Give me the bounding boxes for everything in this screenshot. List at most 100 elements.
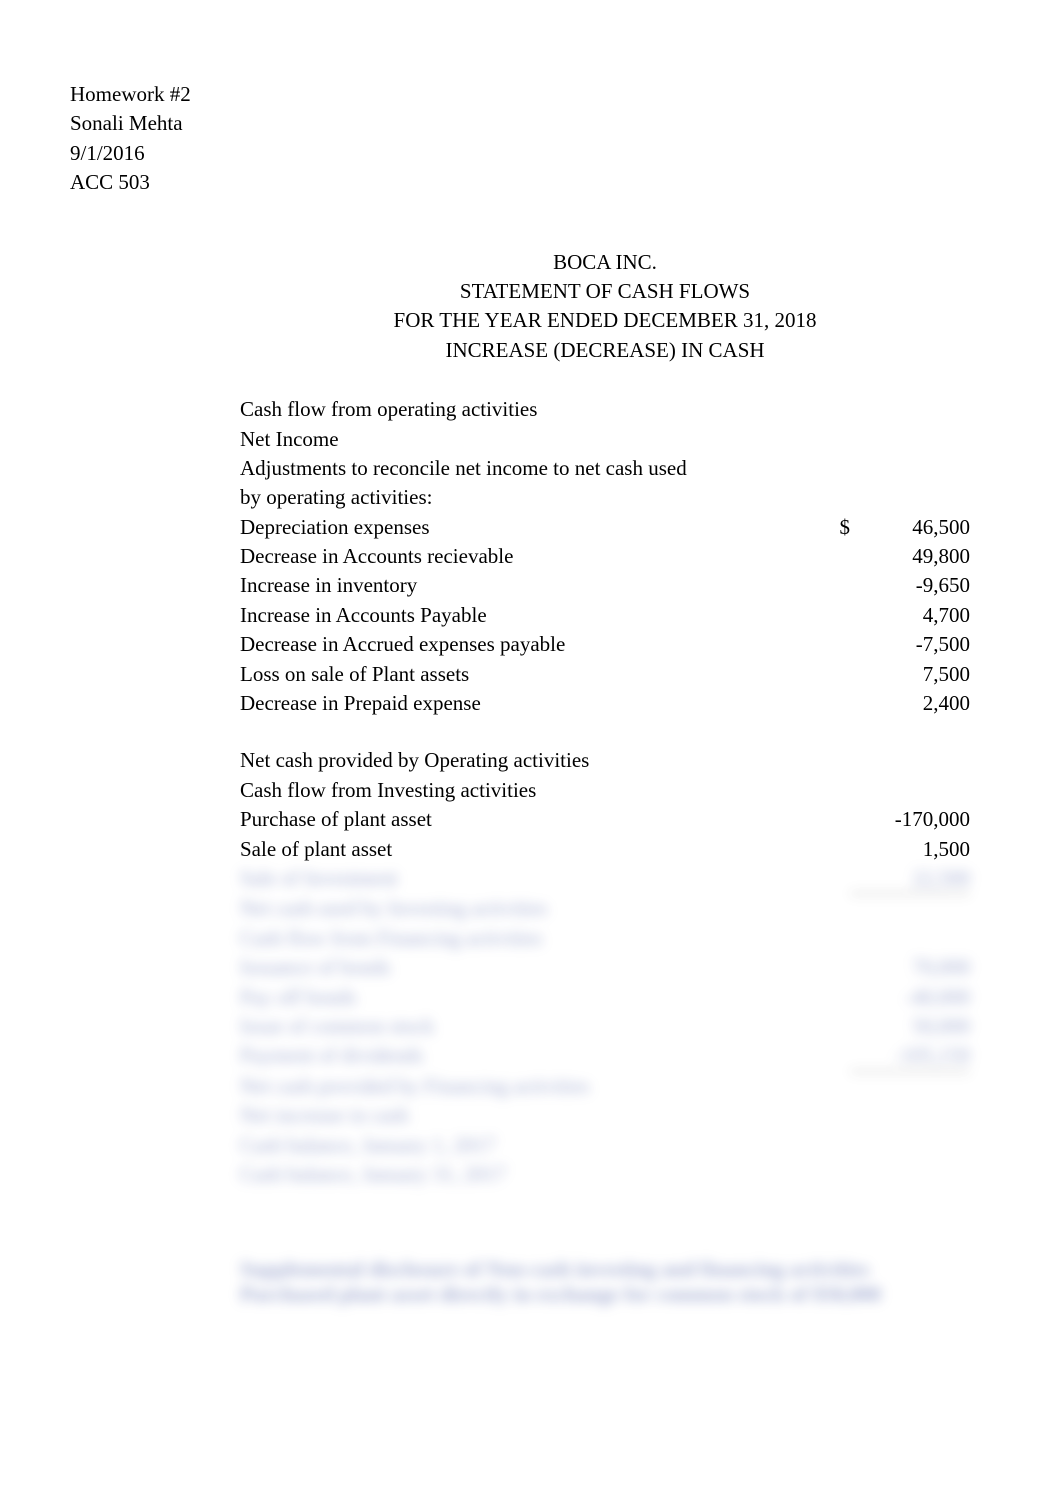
line-item: Cash flow from operating activities <box>240 395 970 424</box>
currency-symbol <box>800 425 850 454</box>
line-item: by operating activities: <box>240 483 970 512</box>
line-amount: 2,400 <box>850 689 970 718</box>
line-label: Cash flow from Investing activities <box>240 776 800 805</box>
line-item: Cash flow from Investing activities <box>240 776 970 805</box>
footer-line-2: Purchased plant asset directly in exchan… <box>240 1282 970 1307</box>
blurred-amount <box>850 1160 970 1189</box>
blurred-amount <box>850 1131 970 1160</box>
blurred-amount <box>850 924 970 953</box>
line-label: Decrease in Prepaid expense <box>240 689 800 718</box>
company-name: BOCA INC. <box>240 248 970 277</box>
operating-activities-section: Cash flow from operating activitiesNet I… <box>240 395 970 718</box>
line-item: Decrease in Accounts recievable 49,800 <box>240 542 970 571</box>
currency-symbol <box>800 483 850 512</box>
currency-symbol <box>800 542 850 571</box>
line-item: Decrease in Accrued expenses payable -7,5… <box>240 630 970 659</box>
blurred-line-item: Issuance of bonds70,000 <box>240 953 970 982</box>
blurred-amount: 50,000 <box>850 1012 970 1041</box>
currency-symbol <box>800 835 850 864</box>
line-amount <box>850 454 970 483</box>
line-label: Increase in inventory <box>240 571 800 600</box>
blurred-amount: 70,000 <box>850 953 970 982</box>
line-amount: -7,500 <box>850 630 970 659</box>
blurred-label: Pay off bonds <box>240 983 850 1012</box>
line-label: Net Income <box>240 425 800 454</box>
blurred-line-item: Pay off bonds-40,000 <box>240 983 970 1012</box>
footer-line-1: Supplemental disclosure of Non-cash inve… <box>240 1257 970 1282</box>
blurred-content: Sale of Investment22,500Net cash used by… <box>240 864 970 1307</box>
blurred-amount: -40,000 <box>850 983 970 1012</box>
statement-subtitle: INCREASE (DECREASE) IN CASH <box>240 336 970 365</box>
line-item: Purchase of plant asset -170,000 <box>240 805 970 834</box>
line-label: Decrease in Accounts recievable <box>240 542 800 571</box>
line-label: Depreciation expenses <box>240 513 800 542</box>
line-item: Depreciation expenses$46,500 <box>240 513 970 542</box>
currency-symbol <box>800 601 850 630</box>
line-label: by operating activities: <box>240 483 800 512</box>
line-amount: 46,500 <box>850 513 970 542</box>
line-amount <box>850 776 970 805</box>
blurred-amount: 22,500 <box>850 864 970 894</box>
blurred-line-item: Sale of Investment22,500 <box>240 864 970 894</box>
line-label: Net cash provided by Operating activitie… <box>240 746 800 775</box>
line-item: Increase in Accounts Payable 4,700 <box>240 601 970 630</box>
currency-symbol <box>800 746 850 775</box>
statement-title-block: BOCA INC. STATEMENT OF CASH FLOWS FOR TH… <box>240 248 970 366</box>
blurred-label: Net increase in cash <box>240 1101 850 1130</box>
currency-symbol <box>800 805 850 834</box>
blurred-line-item: Cash balance, January 1, 2017 <box>240 1131 970 1160</box>
statement-period: FOR THE YEAR ENDED DECEMBER 31, 2018 <box>240 306 970 335</box>
header-line-3: 9/1/2016 <box>70 139 992 168</box>
line-amount: 49,800 <box>850 542 970 571</box>
line-amount <box>850 425 970 454</box>
header-line-2: Sonali Mehta <box>70 109 992 138</box>
line-amount: -170,000 <box>850 805 970 834</box>
currency-symbol <box>800 454 850 483</box>
blurred-label: Issuance of bonds <box>240 953 850 982</box>
blurred-amount <box>850 1101 970 1130</box>
line-label: Loss on sale of Plant assets <box>240 660 800 689</box>
blurred-line-item: Net increase in cash <box>240 1101 970 1130</box>
blurred-amount <box>850 894 970 923</box>
line-item: Net cash provided by Operating activitie… <box>240 746 970 775</box>
blurred-line-item: Net cash used by Investing activities <box>240 894 970 923</box>
cash-flow-statement: BOCA INC. STATEMENT OF CASH FLOWS FOR TH… <box>240 248 970 1308</box>
blurred-amount: -105,150 <box>850 1041 970 1071</box>
blurred-line-item: Cash balance, January 31, 2017 <box>240 1160 970 1189</box>
line-label: Cash flow from operating activities <box>240 395 800 424</box>
blurred-line-item: Issue of common stock50,000 <box>240 1012 970 1041</box>
blurred-amount <box>850 1072 970 1101</box>
line-item: Decrease in Prepaid expense 2,400 <box>240 689 970 718</box>
currency-symbol: $ <box>800 513 850 542</box>
blurred-line-item: Payment of dividends-105,150 <box>240 1041 970 1071</box>
blurred-label: Net cash used by Investing activities <box>240 894 850 923</box>
line-label: Increase in Accounts Payable <box>240 601 800 630</box>
blurred-label: Payment of dividends <box>240 1041 850 1071</box>
statement-name: STATEMENT OF CASH FLOWS <box>240 277 970 306</box>
line-amount <box>850 395 970 424</box>
blurred-label: Cash balance, January 31, 2017 <box>240 1160 850 1189</box>
blurred-label: Sale of Investment <box>240 864 850 894</box>
line-amount <box>850 746 970 775</box>
line-amount: 7,500 <box>850 660 970 689</box>
blurred-label: Issue of common stock <box>240 1012 850 1041</box>
currency-symbol <box>800 571 850 600</box>
line-item: Sale of plant asset 1,500 <box>240 835 970 864</box>
line-amount <box>850 483 970 512</box>
line-amount: 1,500 <box>850 835 970 864</box>
investing-activities-section: Net cash provided by Operating activitie… <box>240 746 970 864</box>
line-label: Sale of plant asset <box>240 835 800 864</box>
line-label: Decrease in Accrued expenses payable <box>240 630 800 659</box>
line-label: Purchase of plant asset <box>240 805 800 834</box>
line-amount: 4,700 <box>850 601 970 630</box>
document-header: Homework #2 Sonali Mehta 9/1/2016 ACC 50… <box>70 80 992 198</box>
blurred-label: Net cash provided by Financing activitie… <box>240 1072 850 1101</box>
currency-symbol <box>800 630 850 659</box>
line-item: Net Income <box>240 425 970 454</box>
supplemental-disclosure: Supplemental disclosure of Non-cash inve… <box>240 1257 970 1307</box>
blurred-label: Cash balance, January 1, 2017 <box>240 1131 850 1160</box>
blurred-label: Cash flow from Financing activities <box>240 924 850 953</box>
header-line-1: Homework #2 <box>70 80 992 109</box>
line-amount: -9,650 <box>850 571 970 600</box>
blurred-line-item: Net cash provided by Financing activitie… <box>240 1072 970 1101</box>
